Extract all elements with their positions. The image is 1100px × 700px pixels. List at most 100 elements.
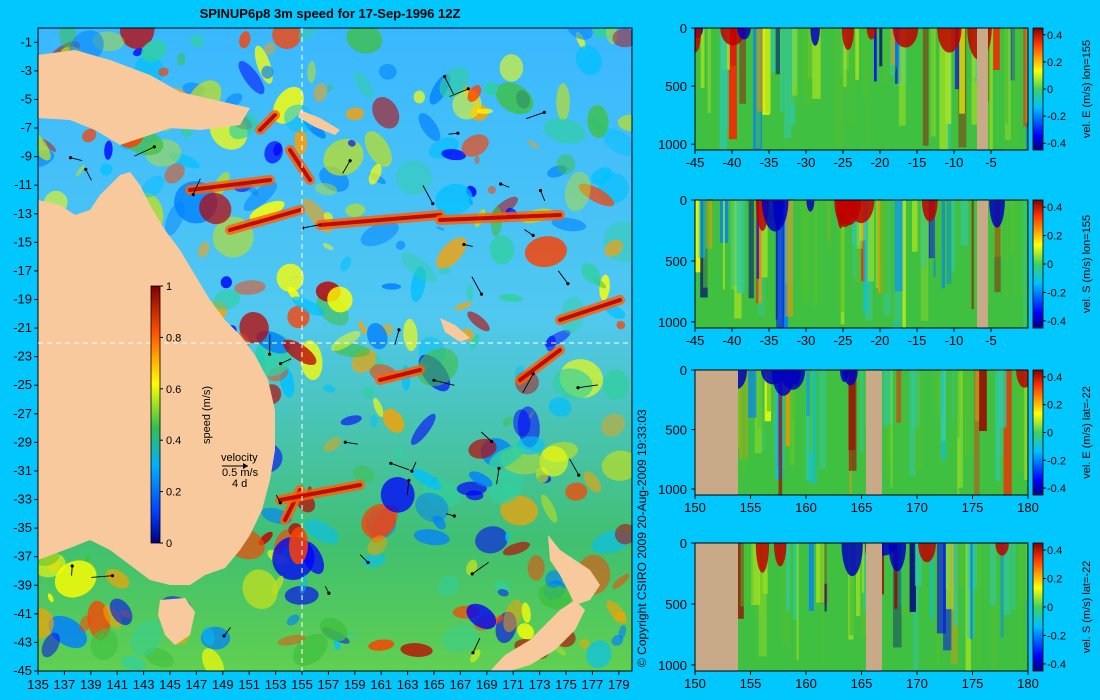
velocity-arrow-head xyxy=(542,110,546,114)
velocity-band xyxy=(973,370,980,495)
velocity-band xyxy=(802,200,810,302)
eddy-feature xyxy=(313,83,327,102)
velocity-arrow xyxy=(525,111,545,120)
section-panel-1: -45 -40 -35 -30 -25 -20 -15 -10 -5 0 500 1000 0.4 0.2… xyxy=(658,21,1093,170)
map-x-tick-label: 175 xyxy=(555,677,577,692)
eddy-feature xyxy=(367,535,388,556)
velocity-arrow-head xyxy=(443,75,447,79)
velocity-band xyxy=(882,370,889,427)
surface-jet xyxy=(841,543,863,577)
velocity-band xyxy=(856,543,861,617)
eddy-feature xyxy=(502,541,530,556)
section-colorbar-label: vel. E (m/s) lon=155 xyxy=(1081,40,1093,138)
velocity-band xyxy=(707,28,711,113)
eddy-feature xyxy=(411,468,442,490)
velocity-band xyxy=(1011,543,1016,609)
eddy-feature xyxy=(503,599,523,633)
velocity-band xyxy=(1024,370,1028,481)
velocity-band xyxy=(994,200,1002,257)
velocity-band xyxy=(1023,200,1026,328)
velocity-band xyxy=(991,543,997,670)
velocity-band xyxy=(946,28,951,150)
velocity-band xyxy=(773,370,778,456)
velocity-arrow-head xyxy=(462,242,466,247)
eddy-feature xyxy=(581,263,601,284)
velocity-band xyxy=(929,200,936,262)
copyright-text: © Copyright CSIRO 2009 20-Aug-2009 19:33… xyxy=(635,409,649,667)
map-y-tick-label: -35 xyxy=(13,520,32,535)
eddy-feature xyxy=(104,140,113,160)
eddy-feature xyxy=(38,129,51,161)
velocity-band xyxy=(764,28,771,114)
velocity-band xyxy=(793,370,797,420)
surface-jet xyxy=(755,543,770,573)
velocity-arrow xyxy=(85,169,92,181)
speed-colorbar-bar xyxy=(150,285,161,544)
eddy-feature xyxy=(41,632,60,658)
velocity-band xyxy=(989,28,993,150)
map-y-tick-label: -21 xyxy=(13,320,32,335)
eddy-feature xyxy=(340,256,351,272)
map-y-tick-label: -17 xyxy=(13,263,32,278)
map-y-tick-label: -31 xyxy=(13,463,32,478)
eddy-feature xyxy=(548,397,572,417)
surface-jet xyxy=(771,370,796,396)
velocity-band xyxy=(813,200,818,306)
eddy-feature xyxy=(105,569,130,589)
section-x-tick-label: -30 xyxy=(797,333,816,348)
velocity-arrow xyxy=(223,627,231,637)
eddy-feature xyxy=(239,31,251,49)
eddy-feature xyxy=(410,413,436,446)
velocity-arrow xyxy=(390,462,410,471)
velocity-band xyxy=(941,200,945,289)
velocity-arrow-head xyxy=(432,378,436,382)
section-x-tick-label: -15 xyxy=(908,155,927,170)
velocity-band xyxy=(751,543,761,605)
velocity-band xyxy=(700,28,705,88)
velocity-band xyxy=(914,370,923,470)
map-y-tick-label: -13 xyxy=(13,206,32,221)
velocity-band xyxy=(778,370,783,495)
velocity-arrow xyxy=(577,384,598,389)
eddy-feature xyxy=(176,53,186,66)
section-x-tick-label: 160 xyxy=(795,500,817,515)
eddy-feature xyxy=(294,129,307,155)
surface-jet xyxy=(810,28,820,46)
eddy-feature xyxy=(466,559,478,576)
velocity-band xyxy=(770,28,776,72)
eddy-feature xyxy=(200,626,231,650)
surface-jet xyxy=(995,543,1009,556)
eddy-feature xyxy=(612,28,632,48)
eddy-feature xyxy=(417,348,459,387)
eddy-feature xyxy=(288,526,309,565)
velocity-band xyxy=(884,370,893,425)
velocity-band xyxy=(971,200,974,309)
velocity-arrow-head xyxy=(452,514,456,518)
velocity-band xyxy=(789,370,794,467)
surface-jet xyxy=(761,200,789,232)
surface-jet xyxy=(866,28,876,40)
velocity-band xyxy=(835,28,844,148)
section-x-tick-label: 175 xyxy=(962,676,984,691)
velocity-key-scale: 4 d xyxy=(232,478,247,490)
map-y-tick-label: -41 xyxy=(13,606,32,621)
velocity-band xyxy=(959,28,965,114)
velocity-band xyxy=(989,543,997,606)
velocity-band xyxy=(848,370,856,451)
velocity-band xyxy=(1011,28,1019,146)
velocity-band xyxy=(1016,370,1025,472)
eddy-feature xyxy=(373,397,384,418)
section-colorbar xyxy=(1032,199,1044,329)
section-colorbar-tick-label: -0.4 xyxy=(1047,138,1066,150)
velocity-band xyxy=(922,28,929,146)
section-y-tick-label: 500 xyxy=(665,597,687,612)
land-nz-north xyxy=(548,535,600,605)
eddy-feature xyxy=(606,600,628,624)
eddy-feature xyxy=(474,155,480,165)
velocity-band xyxy=(741,370,746,472)
section-x-tick-label: -25 xyxy=(834,333,853,348)
map-y-tick-label: -5 xyxy=(20,91,32,106)
velocity-band xyxy=(951,370,955,421)
velocity-band xyxy=(1003,370,1012,495)
velocity-band xyxy=(963,370,973,458)
